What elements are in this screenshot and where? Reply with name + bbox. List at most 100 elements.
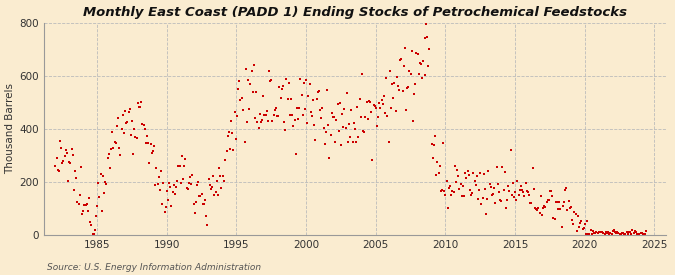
Point	[419, 73, 430, 77]
Point	[497, 165, 508, 169]
Point	[163, 198, 173, 202]
Point	[177, 153, 188, 158]
Point	[595, 229, 605, 234]
Point	[404, 69, 415, 74]
Point	[604, 232, 615, 236]
Point	[392, 75, 402, 79]
Point	[575, 221, 586, 226]
Point	[584, 232, 595, 236]
Point	[570, 212, 581, 216]
Point	[619, 232, 630, 236]
Point	[396, 57, 407, 62]
Point	[108, 145, 119, 150]
Point	[68, 153, 78, 157]
Point	[342, 140, 353, 144]
Point	[223, 130, 234, 134]
Point	[576, 218, 587, 223]
Point	[111, 123, 122, 128]
Point	[306, 114, 317, 118]
Point	[173, 163, 184, 168]
Point	[156, 169, 167, 174]
Point	[591, 230, 602, 234]
Point	[248, 62, 259, 67]
Point	[560, 188, 570, 192]
Point	[375, 106, 386, 111]
Point	[443, 186, 454, 190]
Point	[127, 119, 138, 123]
Point	[605, 231, 616, 235]
Point	[526, 200, 537, 205]
Point	[589, 230, 599, 235]
Point	[414, 60, 425, 65]
Point	[168, 183, 179, 187]
Point	[279, 120, 290, 125]
Point	[210, 190, 221, 194]
Point	[282, 97, 293, 101]
Point	[76, 165, 86, 169]
Point	[329, 115, 340, 119]
Y-axis label: Thousand Barrels: Thousand Barrels	[5, 83, 16, 174]
Point	[445, 184, 456, 188]
Point	[124, 107, 135, 111]
Point	[256, 118, 267, 123]
Point	[611, 231, 622, 236]
Point	[253, 126, 264, 130]
Point	[458, 183, 468, 188]
Point	[105, 166, 115, 170]
Point	[244, 107, 254, 111]
Point	[467, 191, 478, 195]
Point	[450, 164, 460, 169]
Point	[446, 192, 457, 197]
Point	[606, 232, 617, 236]
Point	[195, 194, 206, 198]
Point	[92, 204, 103, 208]
Point	[198, 202, 209, 206]
Point	[87, 232, 98, 236]
Point	[186, 182, 196, 186]
Point	[537, 213, 547, 218]
Point	[238, 108, 249, 112]
Point	[333, 129, 344, 134]
Point	[216, 186, 227, 190]
Point	[52, 168, 63, 172]
Point	[116, 126, 127, 131]
Point	[136, 100, 146, 104]
Point	[148, 144, 159, 148]
Point	[252, 119, 263, 124]
Point	[82, 209, 93, 213]
Point	[498, 188, 509, 192]
Point	[53, 168, 64, 173]
Point	[197, 202, 208, 207]
Point	[348, 120, 359, 125]
Point	[487, 192, 497, 197]
Point	[309, 123, 320, 127]
Point	[313, 89, 324, 94]
Point	[620, 232, 631, 236]
Point	[502, 198, 512, 202]
Point	[580, 232, 591, 236]
Point	[121, 121, 132, 125]
Title: Monthly East Coast (PADD 1) Ending Stocks of Petrochemical Feedstocks: Monthly East Coast (PADD 1) Ending Stock…	[83, 6, 627, 18]
Point	[153, 174, 164, 179]
Point	[390, 109, 401, 114]
Point	[194, 194, 205, 198]
Point	[261, 109, 272, 113]
Point	[504, 189, 515, 193]
Point	[633, 232, 644, 236]
Point	[184, 181, 194, 185]
Point	[317, 106, 328, 111]
Point	[165, 185, 176, 189]
Point	[135, 105, 146, 110]
Point	[118, 131, 129, 136]
Point	[519, 193, 530, 198]
Point	[74, 193, 85, 197]
Point	[412, 52, 423, 56]
Point	[421, 35, 432, 39]
Point	[421, 21, 431, 26]
Point	[418, 59, 429, 63]
Point	[56, 145, 67, 150]
Point	[167, 190, 178, 195]
Point	[260, 112, 271, 117]
Point	[592, 231, 603, 235]
Point	[139, 127, 150, 131]
